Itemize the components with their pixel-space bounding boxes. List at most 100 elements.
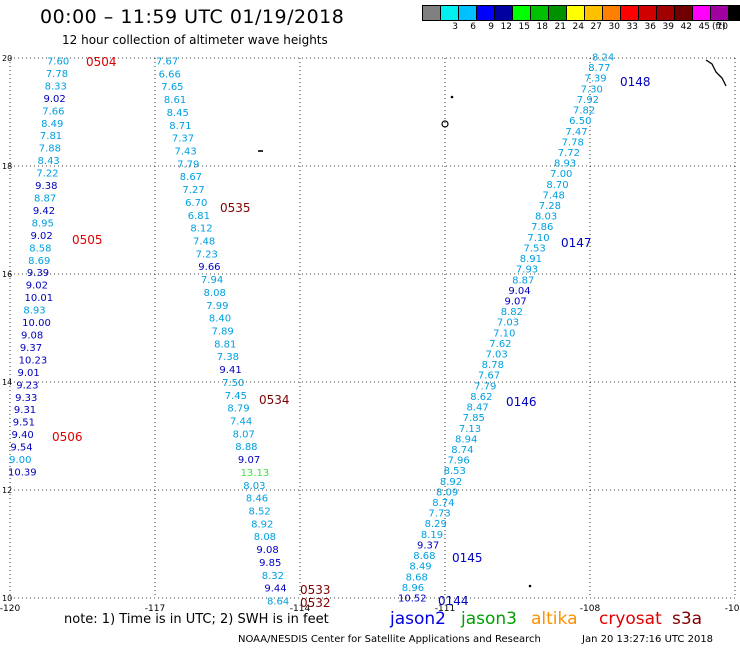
wave-height-value: 8.52 xyxy=(249,507,271,518)
legend-label: 21 xyxy=(554,22,566,32)
legend-swatch xyxy=(495,6,513,20)
wave-height-value: 8.08 xyxy=(254,532,276,543)
wave-height-value: 8.64 xyxy=(267,597,289,608)
wave-height-value: 7.39 xyxy=(584,74,606,85)
legend-label: 45 xyxy=(698,22,710,32)
wave-height-value: 8.81 xyxy=(214,339,236,350)
revolution-label: 0532 xyxy=(300,596,331,610)
wave-height-value: 7.53 xyxy=(524,243,546,254)
wave-height-value: 13.13 xyxy=(241,468,270,479)
legend-swatch xyxy=(585,6,603,20)
wave-height-value: 7.89 xyxy=(212,327,234,338)
wave-height-value: 8.88 xyxy=(235,442,257,453)
wave-height-value: 8.94 xyxy=(455,434,477,445)
wave-height-value: 7.79 xyxy=(474,381,496,392)
wave-height-value: 9.85 xyxy=(259,558,281,569)
wave-height-value: 8.93 xyxy=(554,159,576,170)
lon-tick-label: -108 xyxy=(580,604,601,614)
wave-height-value: 8.92 xyxy=(440,477,462,488)
wave-height-value: 7.22 xyxy=(36,169,58,180)
legend-label: 15 xyxy=(518,22,530,32)
revolution-label: 0504 xyxy=(86,55,117,69)
wave-height-value: 8.53 xyxy=(444,466,466,477)
wave-height-value: 7.85 xyxy=(463,413,485,424)
wave-height-value: 7.45 xyxy=(225,391,247,402)
wave-height-value: 7.38 xyxy=(217,352,239,363)
satellite-name: jason3 xyxy=(461,609,517,629)
wave-height-value: 9.01 xyxy=(17,368,39,379)
legend-swatch xyxy=(459,6,477,20)
wave-height-value: 7.47 xyxy=(565,127,587,138)
wave-height-value: 10.52 xyxy=(398,594,427,605)
legend-label: 36 xyxy=(644,22,656,32)
wave-height-value: 7.48 xyxy=(543,190,565,201)
revolution-label: 0533 xyxy=(300,583,331,597)
wave-height-value: 8.70 xyxy=(546,180,568,191)
wave-height-value: 8.82 xyxy=(501,307,523,318)
wave-height-value: 8.74 xyxy=(432,498,454,509)
wave-height-value: 9.39 xyxy=(27,268,49,279)
wave-height-value: 7.67 xyxy=(478,371,500,382)
color-scale-legend xyxy=(422,5,740,21)
legend-swatch xyxy=(657,6,675,20)
revolution-label: 0147 xyxy=(561,236,592,250)
wave-height-value: 7.13 xyxy=(459,424,481,435)
wave-height-value: 10.39 xyxy=(8,468,37,479)
wave-height-value: 8.43 xyxy=(38,156,60,167)
legend-label: 70 xyxy=(716,22,728,32)
legend-swatch xyxy=(531,6,549,20)
wave-height-value: 7.00 xyxy=(550,169,572,180)
wave-height-value: 6.70 xyxy=(185,198,207,209)
wave-height-value: 8.24 xyxy=(592,53,614,64)
wave-height-value: 7.65 xyxy=(161,82,183,93)
legend-swatch xyxy=(513,6,531,20)
wave-height-value: 8.49 xyxy=(41,119,63,130)
color-scale-unit: (ft) xyxy=(712,22,726,32)
legend-swatch xyxy=(621,6,639,20)
wave-height-value: 7.78 xyxy=(562,137,584,148)
wave-height-value: 9.54 xyxy=(10,443,32,454)
wave-height-value: 9.23 xyxy=(16,380,38,391)
wave-height-value: 9.07 xyxy=(505,296,527,307)
wave-height-value: 8.61 xyxy=(164,95,186,106)
map-grid xyxy=(9,57,736,599)
legend-label: 12 xyxy=(500,22,512,32)
wave-height-value: 7.93 xyxy=(516,265,538,276)
wave-height-value: 8.68 xyxy=(406,572,428,583)
wave-height-value: 7.44 xyxy=(230,417,252,428)
wave-height-value: 8.79 xyxy=(227,404,249,415)
wave-height-value: 8.08 xyxy=(204,288,226,299)
wave-height-value: 9.44 xyxy=(264,584,286,595)
wave-height-value: 8.49 xyxy=(409,562,431,573)
revolution-label: 0148 xyxy=(620,75,651,89)
lat-tick-label: 10 xyxy=(2,594,12,603)
wave-height-value: 10.00 xyxy=(22,318,51,329)
wave-height-value: 7.28 xyxy=(539,201,561,212)
lat-tick-label: 14 xyxy=(2,378,12,387)
lat-tick-label: 18 xyxy=(2,162,12,171)
wave-height-value: 9.51 xyxy=(13,418,35,429)
legend-swatch xyxy=(711,6,729,20)
wave-height-value: 7.94 xyxy=(201,275,223,286)
credit-line: NOAA/NESDIS Center for Satellite Applica… xyxy=(238,634,541,645)
legend-label: 39 xyxy=(662,22,674,32)
wave-height-value: 8.58 xyxy=(29,243,51,254)
legend-swatch xyxy=(441,6,459,20)
wave-height-value: 8.78 xyxy=(482,360,504,371)
revolution-label: 0146 xyxy=(506,395,537,409)
wave-height-value: 7.78 xyxy=(46,69,68,80)
wave-height-value: 7.73 xyxy=(428,509,450,520)
legend-label: 30 xyxy=(608,22,620,32)
wave-height-value: 8.95 xyxy=(32,218,54,229)
wave-height-value: 8.33 xyxy=(45,81,67,92)
wave-height-value: 7.62 xyxy=(489,339,511,350)
wave-height-value: 9.66 xyxy=(198,262,220,273)
lon-tick-label: -117 xyxy=(145,604,165,614)
legend-swatch xyxy=(477,6,495,20)
legend-swatch xyxy=(603,6,621,20)
wave-height-value: 9.02 xyxy=(43,94,65,105)
wave-height-value: 7.60 xyxy=(47,57,69,68)
lon-tick-label: -114 xyxy=(290,604,311,614)
wave-height-value: 7.72 xyxy=(558,148,580,159)
